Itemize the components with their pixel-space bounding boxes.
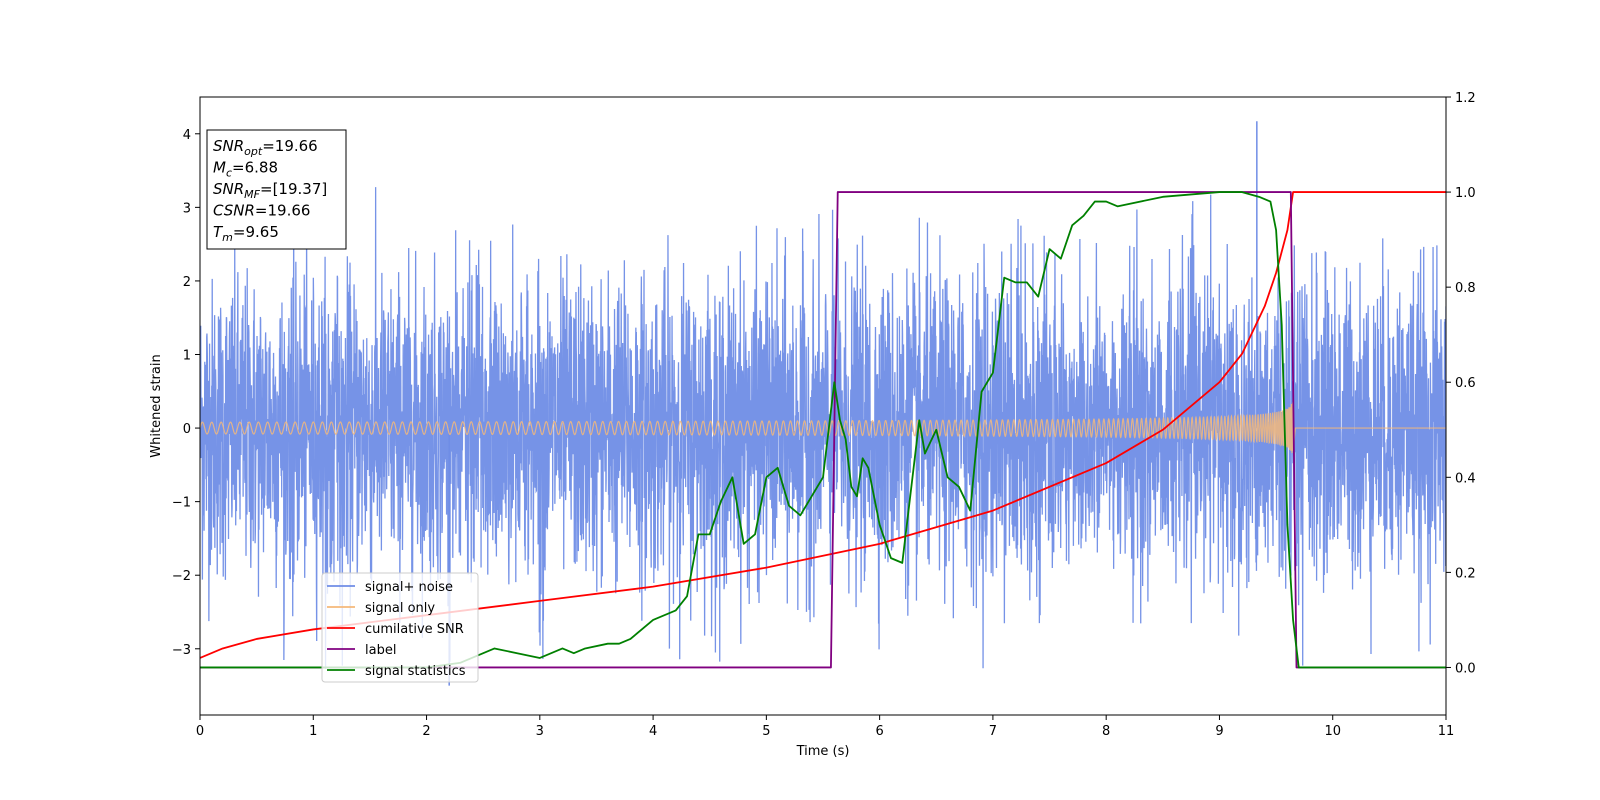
legend-label: signal+ noise [365, 580, 453, 595]
y-right-tick-label: 1.2 [1455, 91, 1476, 106]
legend-label: signal only [365, 601, 435, 616]
y-right-tick-label: 0.8 [1455, 281, 1476, 296]
y-right-tick-label: 1.0 [1455, 186, 1476, 201]
legend-label: signal statistics [365, 664, 466, 679]
y-left-tick-label: 1 [183, 349, 191, 364]
x-tick-label: 5 [762, 724, 770, 739]
legend: signal+ noise signal only cumilative SNR la… [321, 572, 479, 683]
x-tick-label: 3 [536, 724, 544, 739]
info-box: SNRopt=19.66Mc=6.88SNRMF=[19.37]CSNR=19.… [206, 129, 347, 250]
y-right-tick-label: 0.4 [1455, 471, 1476, 486]
axis-ticks: 0 1 2 3 4 5 6 7 8 9 10 11 −3 −2 −1 0 1 2 3 4 0.0 0.2 0.4 0.6 0.8… [172, 91, 1476, 739]
info-line: Mc=6.88 [213, 159, 278, 180]
y-axis-label: Whitened strain [149, 354, 164, 457]
y-right-tick-label: 0.2 [1455, 566, 1476, 581]
x-tick-label: 9 [1215, 724, 1223, 739]
cumulative-snr-line [200, 191, 1446, 659]
x-tick-label: 1 [309, 724, 317, 739]
signal-only-line [200, 402, 1446, 454]
x-tick-label: 0 [196, 724, 204, 739]
y-left-tick-label: 4 [183, 128, 191, 143]
x-tick-label: 10 [1324, 724, 1341, 739]
legend-frame [321, 572, 479, 683]
right-axis-series [200, 191, 1446, 669]
info-line: CSNR=19.66 [213, 202, 310, 220]
plot-frame [199, 96, 1447, 716]
x-tick-label: 11 [1438, 724, 1455, 739]
x-tick-label: 4 [649, 724, 657, 739]
info-line: Tm=9.65 [213, 223, 279, 244]
y-left-tick-label: 3 [183, 201, 191, 216]
y-right-tick-label: 0.6 [1455, 376, 1476, 391]
x-tick-label: 8 [1102, 724, 1110, 739]
y-left-tick-label: 0 [183, 422, 191, 437]
x-axis-label: Time (s) [796, 744, 850, 759]
y-right-tick-label: 0.0 [1455, 661, 1476, 676]
info-line: SNRopt=19.66 [213, 137, 318, 158]
legend-label: cumilative SNR [365, 622, 464, 637]
y-left-tick-label: −3 [172, 643, 191, 658]
x-tick-label: 6 [875, 724, 883, 739]
signal-statistics-line [200, 191, 1446, 669]
signal-only-series [200, 402, 1446, 454]
y-left-tick-label: 2 [183, 275, 191, 290]
signal-noise-line [200, 186, 1446, 670]
y-left-tick-label: −2 [172, 569, 191, 584]
legend-label: label [365, 643, 396, 658]
y-left-tick-label: −1 [172, 496, 191, 511]
info-line: SNRMF=[19.37] [213, 180, 327, 201]
info-box-frame [206, 129, 347, 250]
x-tick-label: 2 [422, 724, 430, 739]
x-tick-label: 7 [989, 724, 997, 739]
